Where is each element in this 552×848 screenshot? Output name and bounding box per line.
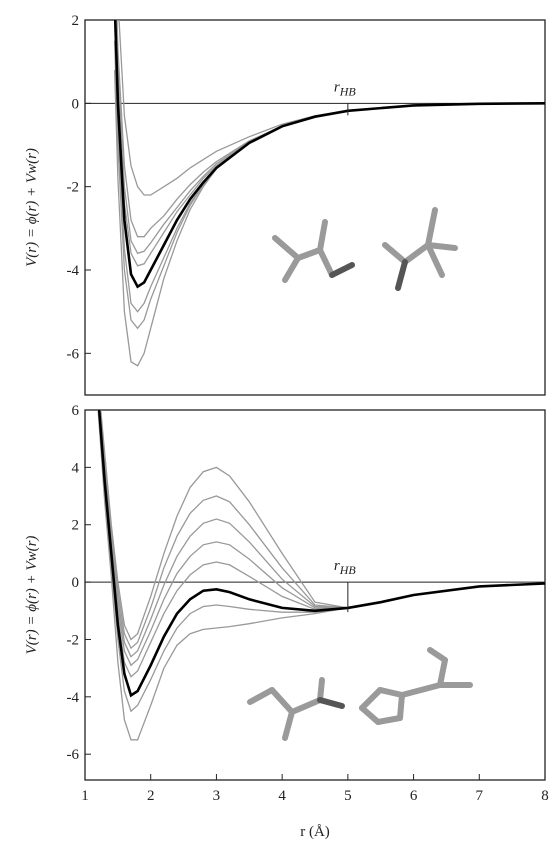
- y-tick-label: -2: [67, 180, 80, 196]
- curve: [115, 20, 545, 267]
- y-tick-label: -4: [67, 690, 80, 706]
- y-tick-label: 2: [72, 518, 80, 534]
- y-axis-label: V(r) = ϕ(r) + Vw(r): [24, 148, 40, 267]
- annotation-text: r: [334, 79, 340, 95]
- x-tick-label: 2: [147, 788, 155, 804]
- y-tick-label: 0: [72, 575, 80, 591]
- y-tick-label: 6: [72, 403, 80, 419]
- annotation: rHB: [334, 558, 357, 577]
- y-axis-label: V(r) = ϕ(r) + Vw(r): [24, 536, 40, 655]
- y-tick-label: 0: [72, 96, 80, 112]
- annotation: rHB: [334, 79, 357, 98]
- molecule-image: [247, 207, 473, 741]
- plot-frame: [84, 19, 546, 396]
- y-tick-label: -6: [67, 747, 80, 763]
- y-tick-label: -2: [67, 632, 80, 648]
- x-tick-label: 3: [213, 788, 221, 804]
- x-tick-label: 6: [410, 788, 418, 804]
- curve: [116, 20, 545, 238]
- curve: [113, 20, 545, 289]
- annotation-text: r: [334, 558, 340, 574]
- x-tick-label: 4: [278, 788, 286, 804]
- curve: [113, 40, 545, 330]
- plot-frame: [84, 409, 546, 781]
- curve: [118, 20, 545, 196]
- curve: [97, 410, 545, 698]
- x-tick-label: 7: [476, 788, 484, 804]
- x-axis-label: r (Å): [300, 824, 330, 840]
- x-tick-label: 5: [344, 788, 352, 804]
- annotation-subscript: HB: [339, 563, 357, 577]
- curve: [100, 410, 545, 641]
- x-tick-label: 8: [541, 788, 549, 804]
- curve: [99, 410, 545, 667]
- y-tick-label: -6: [67, 346, 80, 362]
- annotation-subscript: HB: [339, 84, 357, 98]
- curve: [98, 410, 545, 713]
- y-tick-label: 2: [72, 13, 80, 29]
- x-tick-label: 1: [81, 788, 89, 804]
- y-tick-label: 4: [72, 460, 80, 476]
- y-tick-label: -4: [67, 263, 80, 279]
- curve: [99, 410, 545, 658]
